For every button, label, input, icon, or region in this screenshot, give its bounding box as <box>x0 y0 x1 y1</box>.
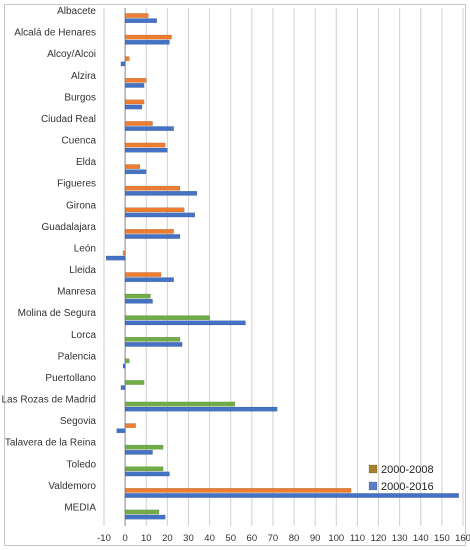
bar-2000-2008 <box>122 250 126 256</box>
bar-2000-2016 <box>124 514 166 520</box>
bar-2000-2016 <box>124 190 198 196</box>
category-label: Ciudad Real <box>41 114 96 125</box>
bar-2000-2016 <box>124 298 153 304</box>
category-label: Alcalá de Henares <box>14 28 96 39</box>
bar-2000-2008 <box>124 272 162 277</box>
bar-2000-2008 <box>124 423 136 428</box>
category-label: Guadalajara <box>42 222 97 233</box>
bar-2000-2016 <box>124 471 170 477</box>
chart-frame <box>4 4 466 546</box>
bar-2000-2016 <box>124 83 145 88</box>
bar-2000-2016 <box>124 493 459 498</box>
x-tick-label: 50 <box>225 533 236 544</box>
legend-swatch <box>368 481 378 491</box>
bar-2000-2008 <box>124 509 160 515</box>
category-label: Cuenca <box>62 136 97 147</box>
category-label: MEDIA <box>64 502 96 513</box>
bar-2000-2008 <box>124 488 352 493</box>
category-label: Toledo <box>67 459 97 470</box>
bar-2000-2016 <box>124 147 168 153</box>
bar-2000-2008 <box>124 229 174 234</box>
legend-label: 2000-2016 <box>381 481 434 493</box>
category-label: Lleida <box>69 265 96 276</box>
category-label: Albacete <box>57 6 96 17</box>
bar-2000-2016 <box>124 277 174 283</box>
category-label: Lorca <box>71 330 96 341</box>
x-tick-label: 130 <box>392 533 408 544</box>
bar-2000-2016 <box>124 104 143 110</box>
bar-2000-2008 <box>124 293 151 299</box>
bar-2000-2008 <box>124 380 145 385</box>
bar-2000-2016 <box>124 39 170 45</box>
x-tick-label: 0 <box>122 533 127 544</box>
category-label: Girona <box>66 200 96 211</box>
x-tick-label: 80 <box>289 533 300 544</box>
bar-2000-2008 <box>124 164 141 169</box>
bar-2000-2016 <box>120 385 126 390</box>
x-tick-label: 20 <box>162 533 173 544</box>
bar-2000-2008 <box>124 56 130 62</box>
bar-2000-2016 <box>124 234 181 239</box>
legend-label: 2000-2008 <box>381 464 434 476</box>
bar-2000-2008 <box>124 315 210 321</box>
bar-2000-2008 <box>124 13 149 18</box>
category-label: Palencia <box>58 351 97 362</box>
bar-2000-2008 <box>124 444 164 450</box>
x-tick-label: 120 <box>371 533 387 544</box>
bar-2000-2016 <box>105 255 126 261</box>
bar-2000-2008 <box>124 142 166 148</box>
category-label: León <box>74 243 96 254</box>
category-label: Molina de Segura <box>18 308 97 319</box>
x-tick-label: -10 <box>97 533 111 544</box>
bar-2000-2016 <box>116 428 126 434</box>
category-label: Alcoy/Alcoi <box>47 49 96 60</box>
bar-2000-2016 <box>120 61 126 67</box>
x-tick-label: 40 <box>204 533 215 544</box>
bar-2000-2016 <box>124 126 174 131</box>
bar-2000-2008 <box>124 99 145 105</box>
category-label: Elda <box>76 157 96 168</box>
category-label: Talavera de la Reina <box>5 438 97 449</box>
bar-2000-2008 <box>124 77 147 83</box>
category-label: Valdemoro <box>48 481 96 492</box>
bar-2000-2016 <box>124 320 246 326</box>
x-tick-label: 140 <box>413 533 429 544</box>
x-tick-label: 70 <box>268 533 279 544</box>
x-tick-label: 100 <box>328 533 344 544</box>
x-tick-label: 160 <box>455 533 470 544</box>
x-tick-label: 150 <box>434 533 450 544</box>
category-label: Las Rozas de Madrid <box>2 395 97 406</box>
x-tick-label: 110 <box>350 533 365 544</box>
bar-2000-2008 <box>124 34 172 40</box>
bar-2000-2008 <box>124 466 164 472</box>
bar-2000-2016 <box>124 342 183 347</box>
x-tick-label: 10 <box>141 533 152 544</box>
bar-2000-2016 <box>122 363 126 369</box>
bar-2000-2008 <box>124 185 181 191</box>
category-label: Puertollano <box>45 373 96 384</box>
bar-2000-2008 <box>124 401 236 407</box>
bar-2000-2008 <box>124 336 181 342</box>
bar-2000-2016 <box>124 212 196 218</box>
category-label: Burgos <box>64 92 96 103</box>
category-label: Figueres <box>57 179 96 190</box>
category-label: Alzira <box>71 71 96 82</box>
category-label: Segovia <box>60 416 97 427</box>
x-tick-label: 90 <box>310 533 321 544</box>
legend-swatch <box>368 464 378 474</box>
category-label: Manresa <box>57 287 96 298</box>
x-tick-label: 60 <box>247 533 258 544</box>
bar-2000-2008 <box>124 358 130 364</box>
x-tick-label: 30 <box>183 533 194 544</box>
bar-2000-2016 <box>124 18 157 24</box>
bar-2000-2016 <box>124 449 153 455</box>
bar-2000-2008 <box>124 207 185 213</box>
bar-2000-2008 <box>124 121 153 126</box>
bar-2000-2016 <box>124 406 278 412</box>
bar-2000-2016 <box>124 169 147 175</box>
